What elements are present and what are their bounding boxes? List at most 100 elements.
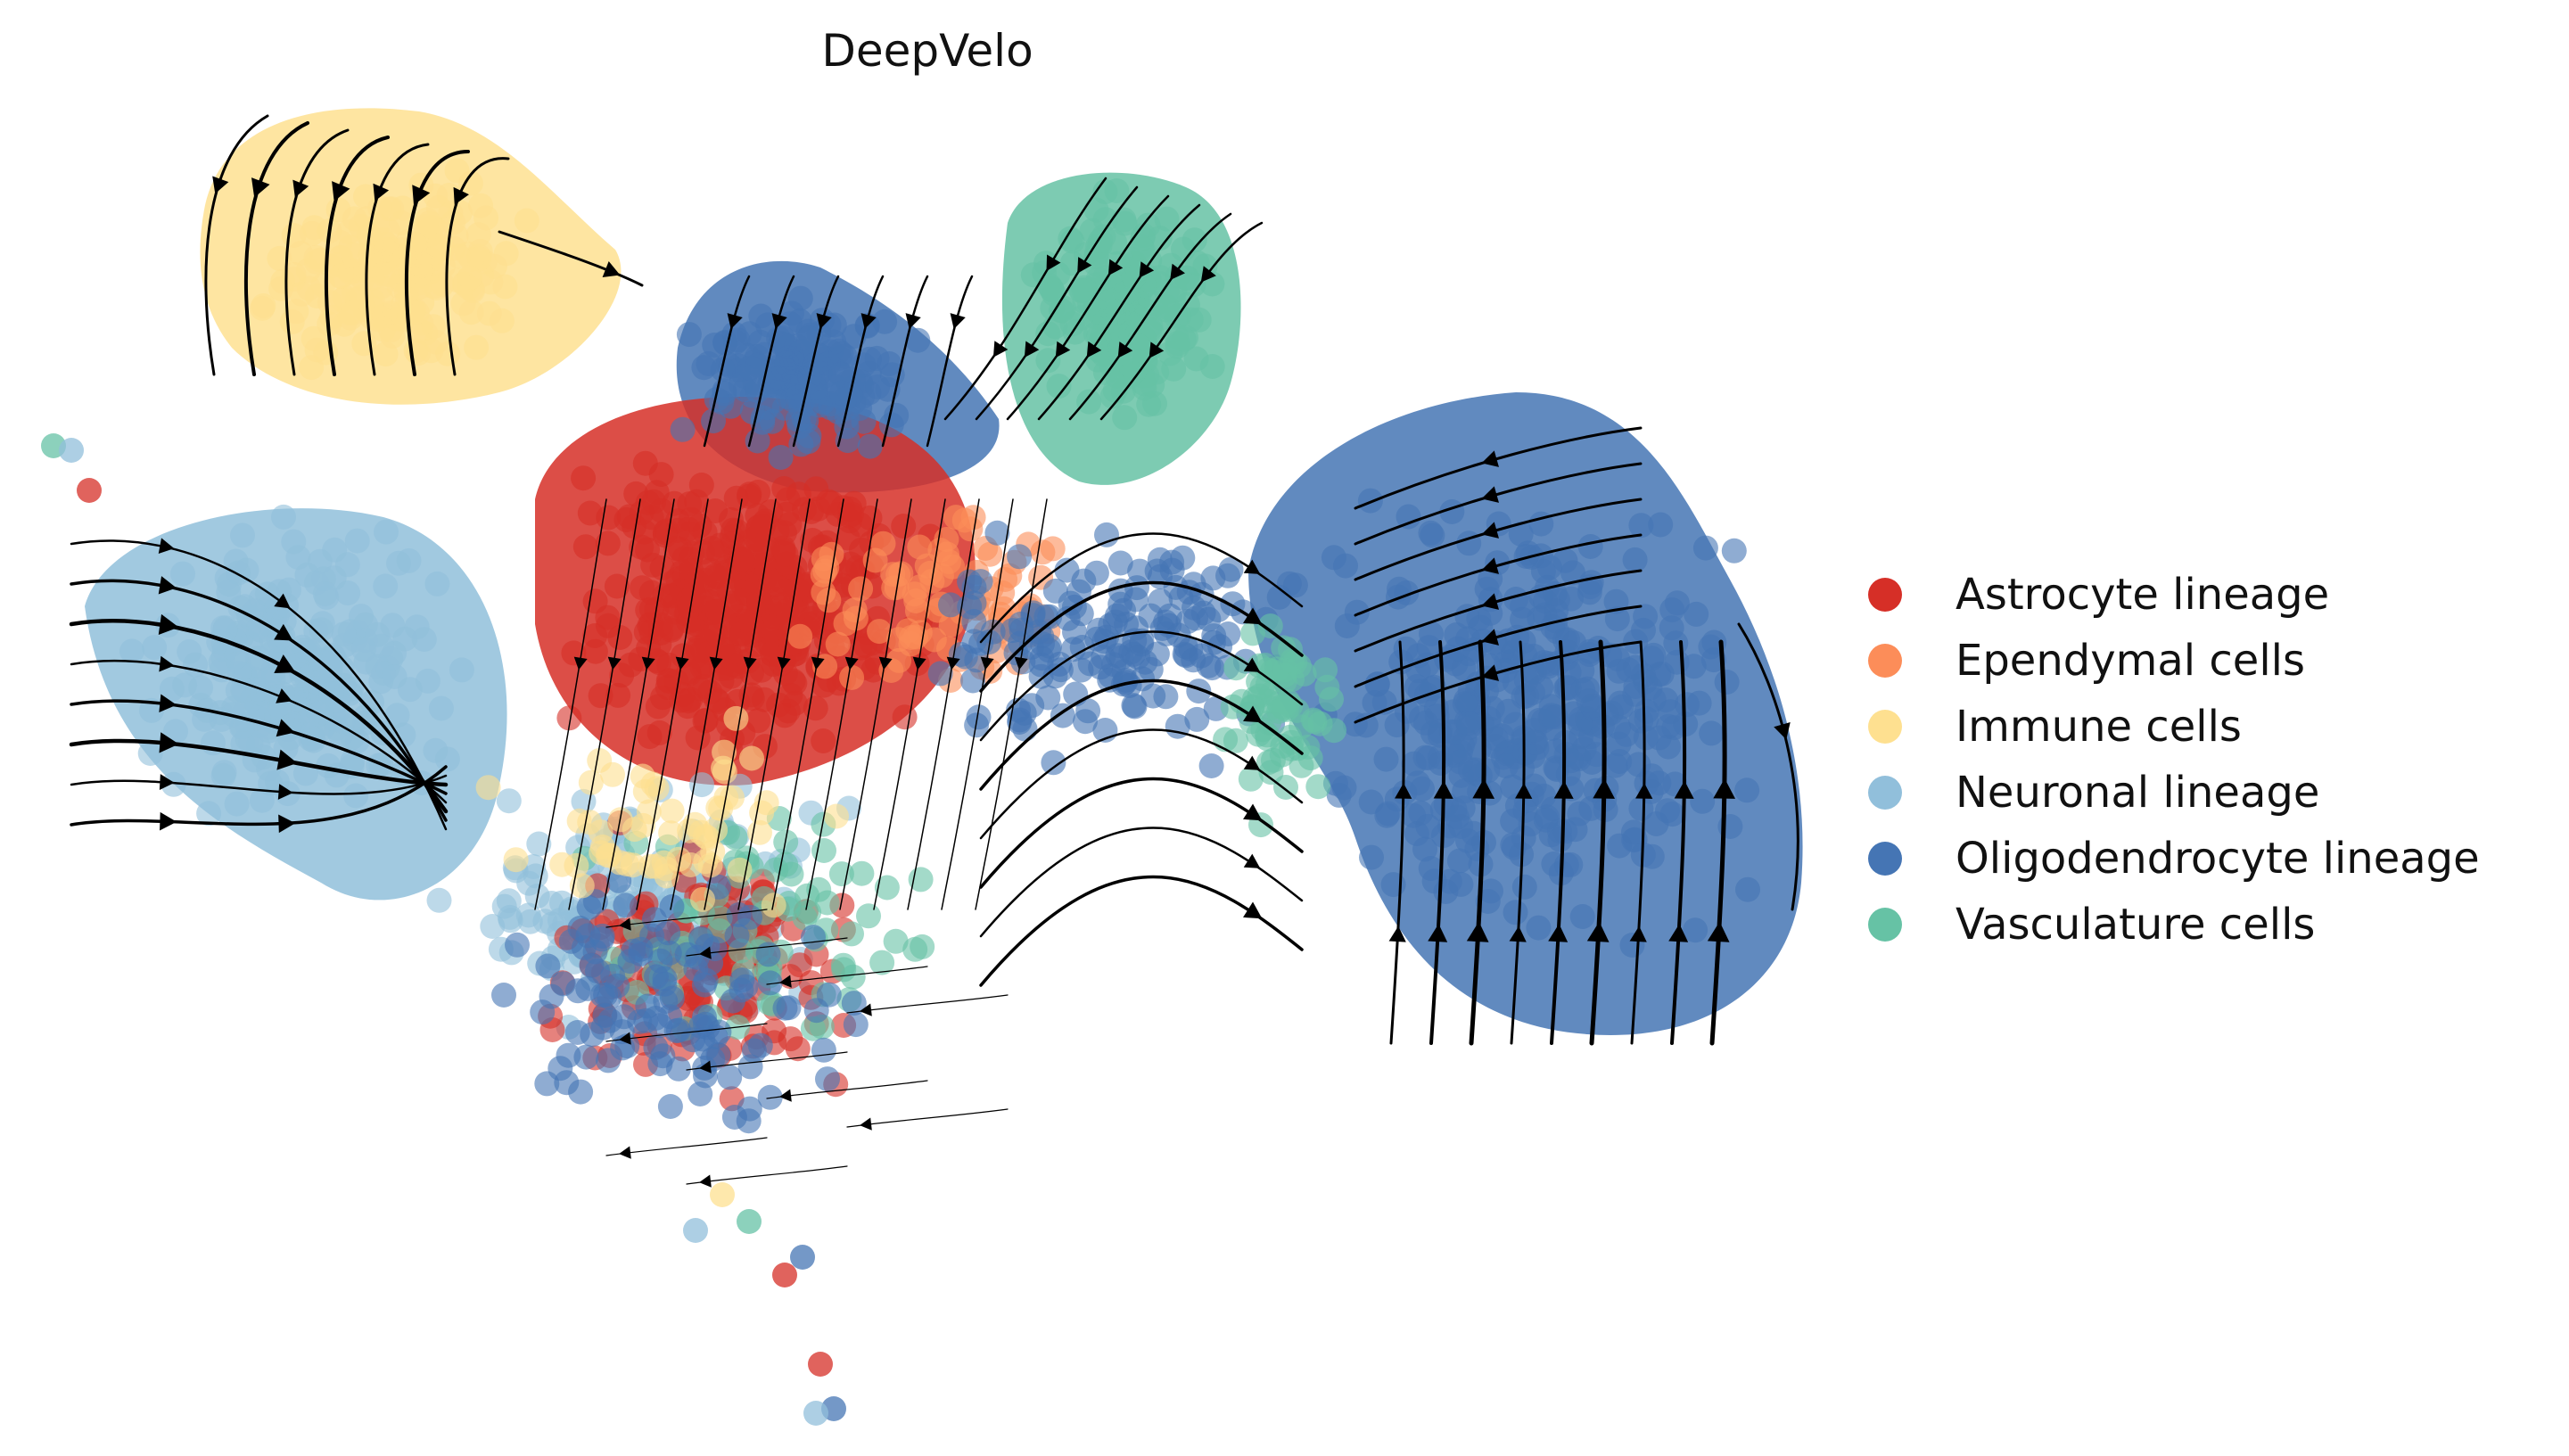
cell-point <box>910 934 935 959</box>
cell-point <box>1138 313 1164 339</box>
cell-point <box>268 276 294 301</box>
cell-point <box>659 615 685 641</box>
cell-point <box>411 627 437 653</box>
streamline-arrow <box>573 656 588 670</box>
cell-point <box>1157 603 1182 629</box>
cell-point <box>382 663 408 689</box>
cell-point <box>747 819 772 845</box>
streamline-arrow <box>743 656 757 670</box>
cell-point <box>514 208 539 234</box>
cell-point <box>279 309 305 334</box>
cell-point <box>745 480 770 505</box>
streamline-arrow <box>158 538 175 554</box>
streamline <box>70 579 448 822</box>
streamline-arrow <box>1472 778 1495 799</box>
cell-point <box>457 264 483 290</box>
cell-point <box>745 352 771 378</box>
cell-point <box>59 438 84 463</box>
cell-point <box>223 548 249 574</box>
cell-point <box>738 610 764 636</box>
cell-point <box>1508 521 1534 547</box>
cell-point <box>1313 657 1338 683</box>
cell-point <box>1199 354 1225 379</box>
cell-point <box>662 490 688 516</box>
streamline-arrow <box>1481 664 1499 681</box>
streamline-arrow <box>274 654 296 674</box>
cell-point <box>1648 512 1674 538</box>
cell-point <box>343 783 369 809</box>
cell-point <box>629 534 655 560</box>
cell-point <box>285 545 311 571</box>
cell-point <box>683 1218 708 1243</box>
cell-point <box>927 661 953 687</box>
cell-point <box>758 567 784 593</box>
cell-point <box>1511 874 1537 900</box>
streamline <box>907 498 980 910</box>
streamline-arrow <box>607 656 622 670</box>
cell-point <box>1659 597 1685 622</box>
cell-point <box>250 295 276 321</box>
cell-point <box>493 241 519 267</box>
streamline-arrow <box>292 179 309 198</box>
streamline <box>1006 194 1170 421</box>
cell-point <box>884 402 910 428</box>
legend-label: Immune cells <box>1956 702 2242 752</box>
cell-point <box>1522 729 1548 755</box>
cell-point <box>1447 749 1473 775</box>
streamline <box>534 498 607 910</box>
cell-point <box>600 963 626 989</box>
streamline-arrow <box>274 623 293 641</box>
cell-point <box>1605 646 1631 671</box>
streamline <box>243 121 309 376</box>
cell-point <box>632 450 658 476</box>
cell-point <box>1107 550 1133 576</box>
streamline-arrow <box>158 576 177 595</box>
cell-point <box>210 762 236 788</box>
streamline <box>204 114 269 376</box>
streamline-arrow <box>1086 341 1102 358</box>
streamline <box>1354 533 1643 617</box>
cell-point <box>1041 281 1066 307</box>
cell-point <box>688 819 713 845</box>
legend-label: Astrocyte lineage <box>1956 570 2330 620</box>
streamline <box>979 777 1304 889</box>
streamline <box>284 128 350 376</box>
cell-point <box>1075 698 1101 724</box>
streamline-arrow <box>160 811 177 831</box>
cell-point <box>1576 688 1602 713</box>
cell-point <box>1264 656 1290 682</box>
streamline-arrow <box>412 185 431 205</box>
cell-point <box>749 800 775 826</box>
cell-point <box>246 615 271 641</box>
cell-point <box>589 983 615 1008</box>
cell-point <box>1659 802 1685 827</box>
streamline-arrow <box>1200 266 1216 283</box>
streamline-arrow <box>619 917 631 931</box>
cell-point <box>711 755 736 781</box>
cell-point <box>718 644 743 670</box>
cell-point <box>803 998 829 1024</box>
cell-point <box>1282 572 1308 598</box>
streamline <box>70 539 448 831</box>
cell-point <box>503 847 529 873</box>
streamline-arrow <box>1117 341 1133 358</box>
cell-point <box>737 1209 762 1234</box>
streamline-arrow <box>1548 924 1569 942</box>
cell-point <box>1046 374 1072 399</box>
cell-point <box>1041 750 1066 776</box>
cell-point <box>161 771 186 797</box>
cell-point <box>119 638 144 664</box>
cell-point <box>535 953 561 979</box>
streamline <box>70 765 448 827</box>
streamline-arrow <box>878 656 893 670</box>
cell-point <box>240 686 265 712</box>
streamline <box>1099 221 1264 421</box>
cell-point <box>142 635 168 661</box>
cell-point <box>803 695 828 721</box>
streamline-arrow <box>1139 261 1155 278</box>
streamline-arrow <box>699 1060 712 1073</box>
streamline-arrow <box>276 688 292 703</box>
streamline-arrow <box>1553 780 1574 799</box>
cell-point <box>864 345 890 371</box>
cell-point <box>748 303 774 329</box>
